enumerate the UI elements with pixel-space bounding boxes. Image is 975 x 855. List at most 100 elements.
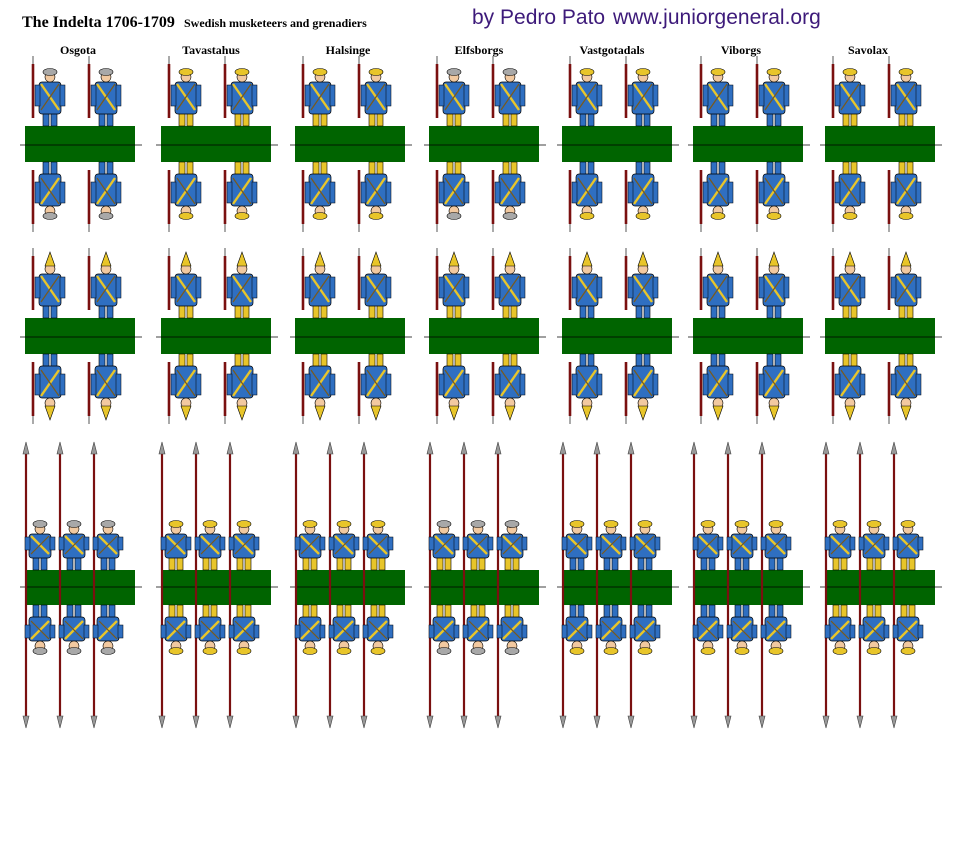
strap [300, 620, 320, 640]
arm [228, 624, 235, 639]
base-strip [25, 318, 135, 354]
pike-head [360, 441, 368, 455]
arm [304, 84, 311, 107]
tricorne-hat [202, 647, 218, 655]
strap [444, 83, 464, 111]
arm [494, 276, 501, 299]
pike-head [90, 441, 98, 455]
pike-head [690, 715, 698, 729]
strap [898, 620, 918, 640]
arm [890, 276, 897, 299]
base-strip [693, 318, 803, 354]
strap [232, 369, 252, 397]
mirrored-soldier [362, 604, 394, 655]
arm [117, 536, 124, 551]
arm [219, 624, 226, 639]
arm [629, 624, 636, 639]
pike-head [292, 441, 300, 455]
unit-base [156, 248, 278, 424]
strap [500, 369, 520, 397]
strap [633, 177, 653, 205]
tricorne-hat [579, 212, 595, 220]
pike-head [593, 715, 601, 729]
regiment-label: Halsinge [325, 43, 371, 57]
arm [34, 276, 41, 299]
unit-base [290, 56, 412, 232]
arm [438, 84, 445, 107]
arm [727, 373, 734, 396]
strap [176, 177, 196, 205]
mirrored-soldier [462, 604, 494, 655]
mitre-cap [314, 405, 326, 421]
arm [783, 373, 790, 396]
soldier [462, 520, 494, 571]
unit-base [557, 248, 679, 424]
pike-head [292, 715, 300, 729]
arm [726, 624, 733, 639]
mirrored-soldier [595, 604, 627, 655]
regiment-label: Elfsborgs [454, 43, 504, 57]
arm [760, 624, 767, 639]
strap [200, 620, 220, 640]
arm [561, 624, 568, 639]
soldier [692, 520, 724, 571]
soldier [160, 520, 192, 571]
website-link[interactable]: www.juniorgeneral.org [613, 6, 821, 29]
mirrored-soldier [357, 161, 392, 232]
arm [834, 276, 841, 299]
pike-head [56, 441, 64, 455]
arm [362, 536, 369, 551]
regiment-label: Viborgs [720, 43, 762, 57]
tricorne-hat [32, 647, 48, 655]
pike-head [724, 441, 732, 455]
strap [708, 177, 728, 205]
strap [577, 177, 597, 205]
arm [387, 536, 394, 551]
arm [702, 84, 709, 107]
mitre-cap [768, 251, 780, 267]
strap [232, 275, 252, 303]
arm [160, 536, 167, 551]
arm [892, 624, 899, 639]
base-strip [295, 318, 405, 354]
tricorne-hat [635, 68, 651, 76]
strap [698, 620, 718, 640]
arm [319, 624, 326, 639]
arm [627, 181, 634, 204]
pike-head [22, 715, 30, 729]
tricorne-hat [168, 647, 184, 655]
soldier [167, 248, 202, 319]
mitre-cap [504, 405, 516, 421]
soldier [58, 520, 90, 571]
arm [692, 624, 699, 639]
mirrored-soldier [435, 161, 470, 232]
arm [890, 181, 897, 204]
pike-head [426, 715, 434, 729]
tricorne-hat [202, 520, 218, 528]
arm [83, 536, 90, 551]
tricorne-hat [603, 520, 619, 528]
strap [840, 177, 860, 205]
arm [834, 84, 841, 107]
pike-head [559, 715, 567, 729]
strap [232, 177, 252, 205]
arm [90, 276, 97, 299]
strap [830, 620, 850, 640]
mirrored-soldier [160, 604, 192, 655]
soldier [87, 248, 122, 319]
arm [890, 84, 897, 107]
tricorne-hat [898, 68, 914, 76]
arm [494, 181, 501, 204]
tricorne-hat [42, 68, 58, 76]
mirrored-soldier [496, 604, 528, 655]
arm [463, 373, 470, 396]
arm [428, 536, 435, 551]
tricorne-hat [900, 520, 916, 528]
soldier [755, 248, 790, 319]
arm [438, 276, 445, 299]
strap [567, 535, 587, 555]
arm [362, 624, 369, 639]
soldier [357, 248, 392, 319]
arm [915, 84, 922, 107]
arm [571, 84, 578, 107]
